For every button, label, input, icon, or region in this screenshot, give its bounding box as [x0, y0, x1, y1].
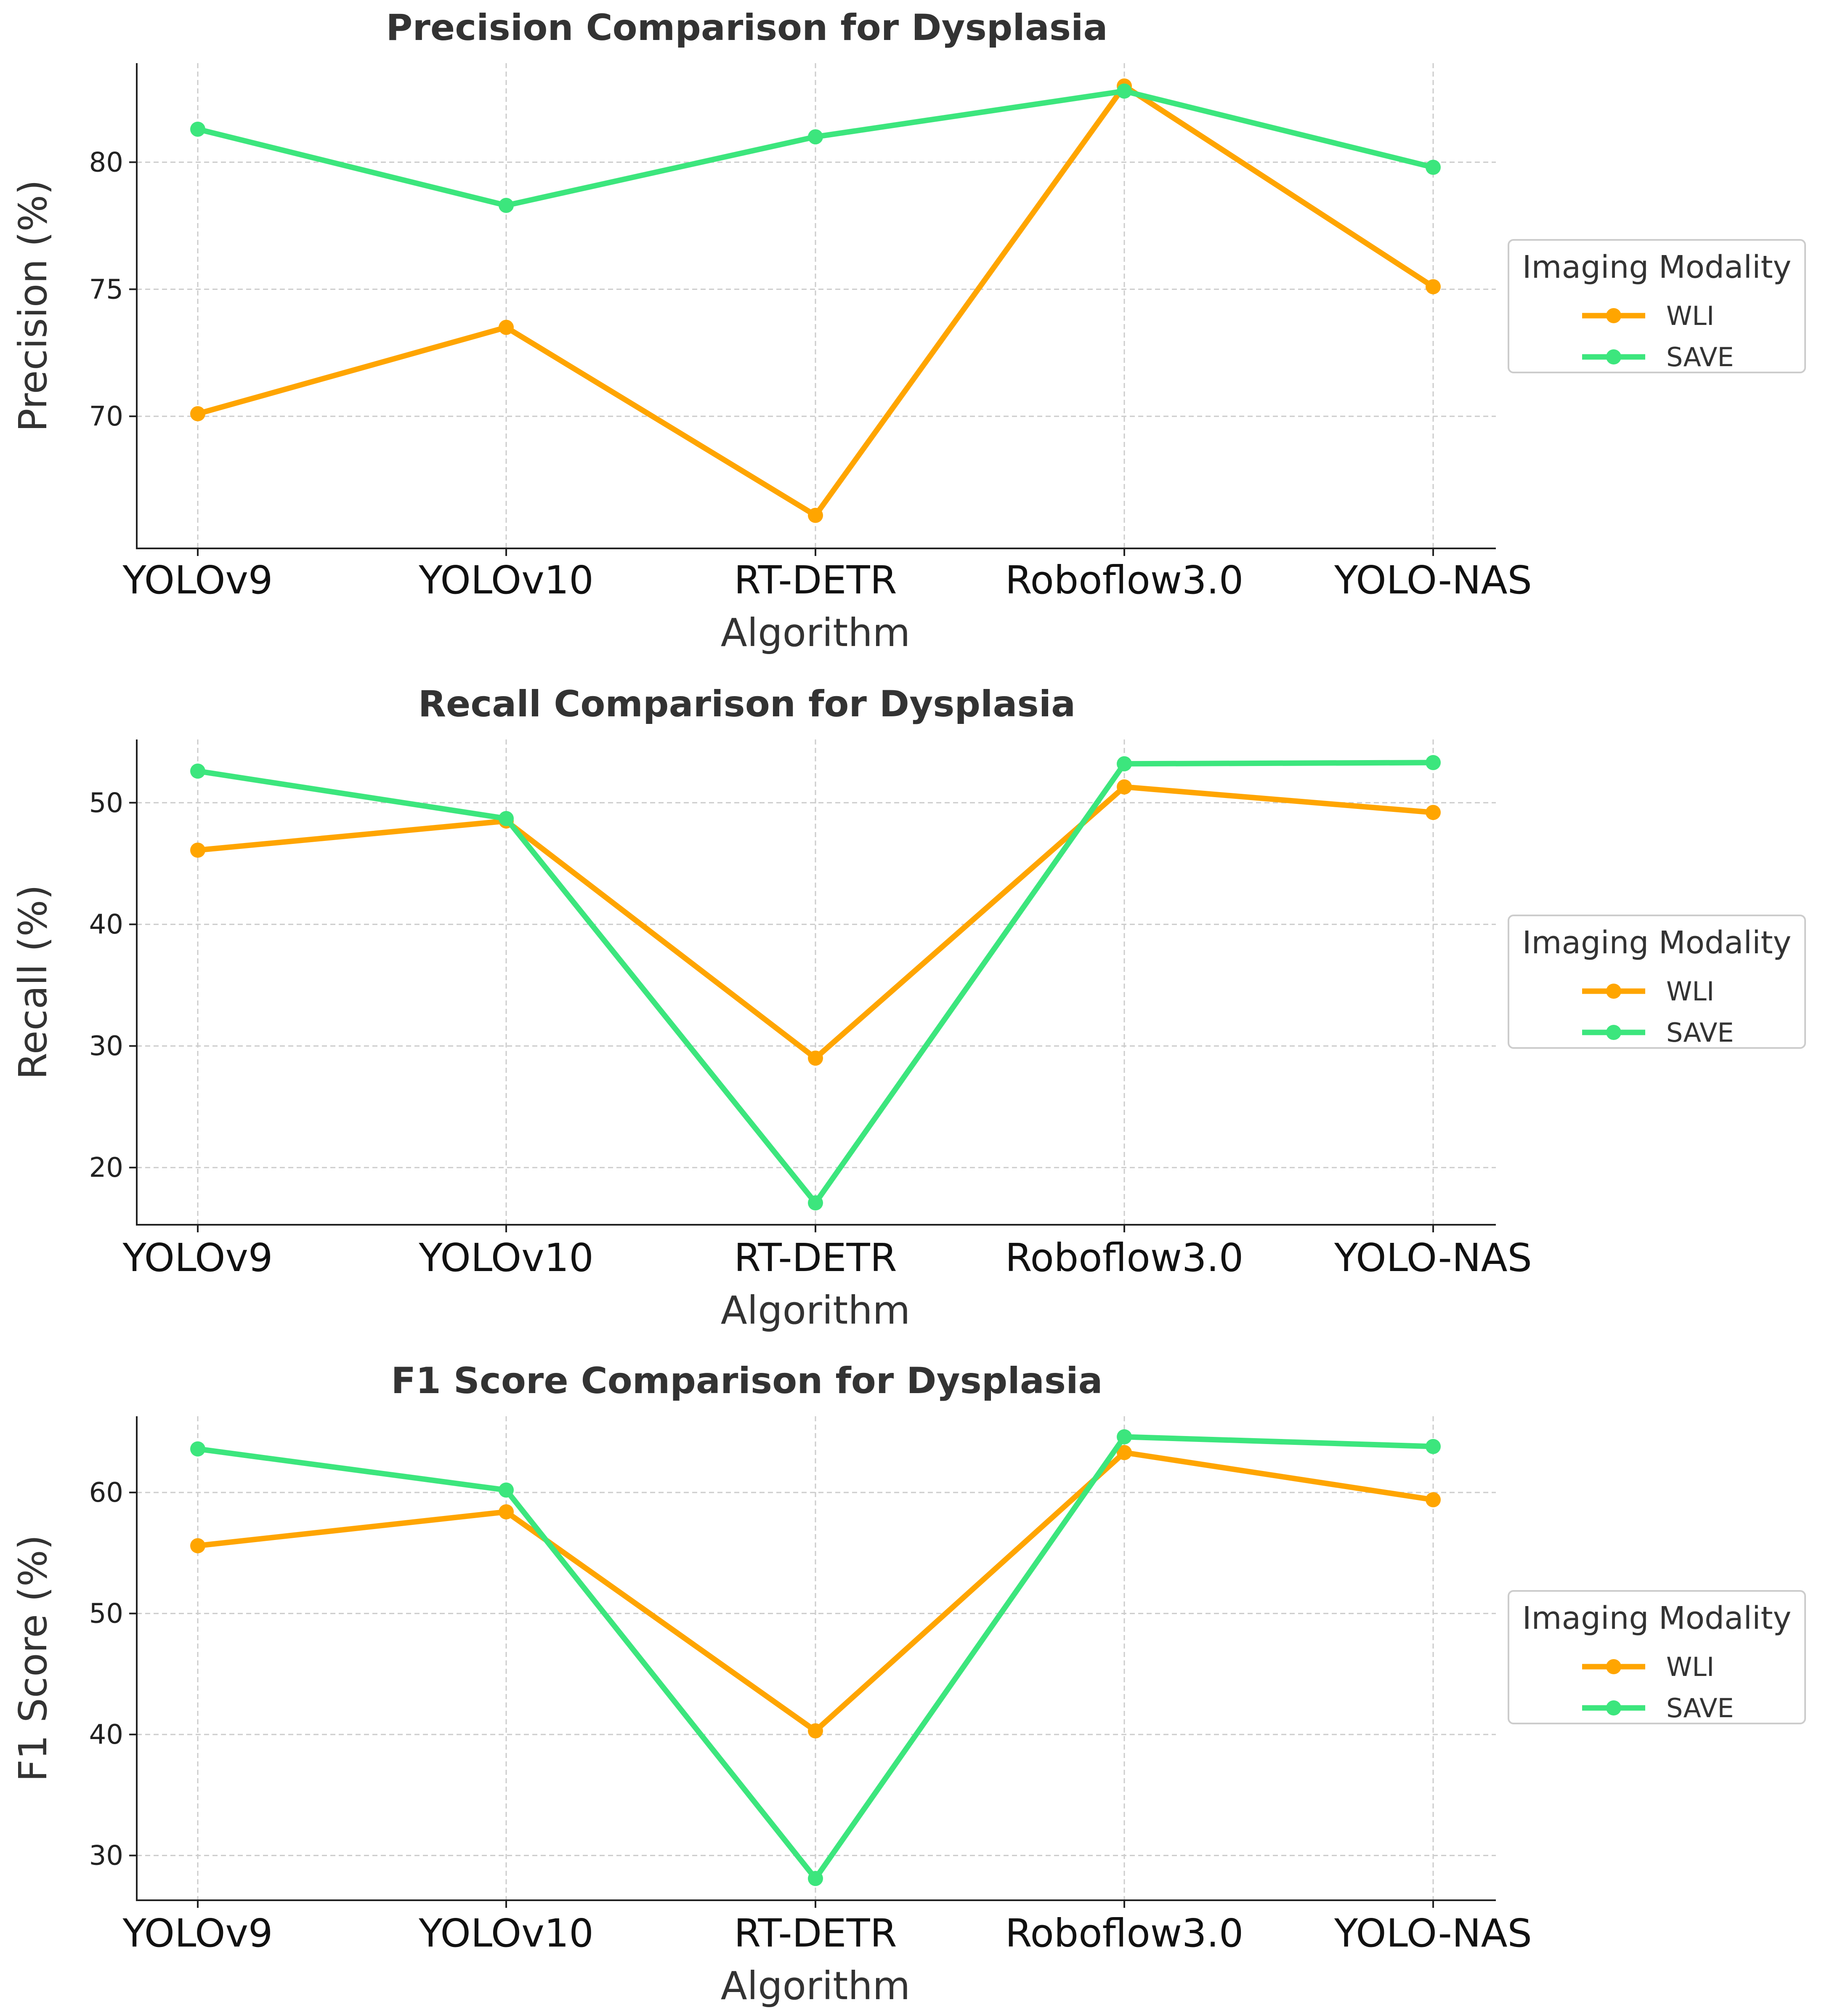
x-axis-label: Algorithm [721, 1288, 911, 1333]
y-tick-label: 30 [89, 1031, 123, 1062]
data-point-save [1117, 83, 1132, 99]
legend-box [1508, 1590, 1806, 1724]
y-tick-label: 50 [89, 787, 123, 819]
data-point-save [190, 121, 205, 137]
x-tick-label: Roboflow3.0 [1005, 1911, 1244, 1956]
data-point-save [1426, 755, 1441, 770]
data-point-wli [190, 1538, 205, 1553]
legend-marker-save [1606, 1700, 1621, 1715]
data-point-save [499, 1482, 514, 1498]
legend-label-save: SAVE [1666, 1693, 1734, 1723]
legend-marker-wli [1606, 984, 1621, 999]
data-point-wli [808, 508, 823, 523]
y-tick-label: 80 [89, 147, 123, 178]
y-axis-label: F1 Score (%) [11, 1535, 56, 1782]
chart-panel-1: Precision Comparison for Dysplasia 70 75 80… [11, 7, 1806, 655]
x-tick-label: YOLO-NAS [1334, 1235, 1532, 1280]
legend-marker-wli [1606, 1659, 1621, 1674]
data-point-save [190, 763, 205, 779]
y-axis-label: Recall (%) [11, 885, 56, 1080]
y-tick-label: 40 [89, 909, 123, 940]
chart-panel-2: Recall Comparison for Dysplasia 20 30 40 50 Y… [11, 683, 1806, 1333]
y-tick-label: 50 [89, 1598, 123, 1630]
x-axis-label: Algorithm [721, 1963, 911, 2008]
legend-marker-wli [1606, 308, 1621, 323]
legend-box [1508, 915, 1806, 1049]
chart-title: Precision Comparison for Dysplasia [386, 7, 1107, 49]
data-point-wli [808, 1051, 823, 1066]
x-tick-label: YOLOv9 [122, 1911, 273, 1956]
data-point-wli [1426, 805, 1441, 820]
x-axis-label: Algorithm [721, 610, 911, 655]
data-point-save [1117, 1429, 1132, 1444]
x-tick-label: YOLO-NAS [1334, 1911, 1532, 1956]
data-point-save [190, 1441, 205, 1457]
y-tick-label: 30 [89, 1840, 123, 1872]
x-tick-label: YOLOv10 [418, 1235, 593, 1280]
data-point-wli [499, 1504, 514, 1520]
legend: Imaging Modality WLI SAVE [1508, 1590, 1806, 1724]
legend-marker-save [1606, 349, 1621, 364]
x-tick-label: RT-DETR [734, 558, 897, 603]
data-point-save [808, 1195, 823, 1210]
legend: Imaging Modality WLI SAVE [1508, 915, 1806, 1049]
legend-title: Imaging Modality [1522, 249, 1792, 285]
legend-label-wli: WLI [1666, 976, 1714, 1007]
legend-marker-save [1606, 1025, 1621, 1040]
data-point-save [1426, 160, 1441, 175]
data-point-wli [1426, 279, 1441, 295]
axis-spines [136, 63, 1496, 549]
axis-spines [136, 1416, 1496, 1901]
legend-label-wli: WLI [1666, 301, 1714, 331]
y-axis-label: Precision (%) [11, 180, 56, 432]
y-tick-label: 40 [89, 1719, 123, 1750]
x-tick-label: YOLOv9 [122, 558, 273, 603]
legend-box [1508, 239, 1806, 373]
data-point-save [808, 129, 823, 145]
data-point-save [1426, 1439, 1441, 1454]
axis-spines [136, 739, 1496, 1226]
y-tick-label: 70 [89, 401, 123, 432]
data-point-save [1117, 756, 1132, 771]
legend-label-save: SAVE [1666, 342, 1734, 372]
chart-panel-3: F1 Score Comparison for Dysplasia 30 40 50 6… [11, 1360, 1806, 2008]
data-point-wli [499, 319, 514, 335]
x-tick-label: RT-DETR [734, 1911, 897, 1956]
data-point-save [499, 811, 514, 826]
legend: Imaging Modality WLI SAVE [1508, 239, 1806, 373]
x-tick-label: RT-DETR [734, 1235, 897, 1280]
legend-title: Imaging Modality [1522, 1600, 1792, 1636]
data-point-wli [1117, 1445, 1132, 1460]
y-tick-label: 60 [89, 1477, 123, 1508]
data-point-wli [1117, 779, 1132, 795]
data-point-save [808, 1871, 823, 1886]
x-tick-label: YOLOv10 [418, 558, 593, 603]
data-point-wli [190, 842, 205, 858]
y-tick-label: 75 [89, 274, 123, 305]
data-point-wli [190, 406, 205, 422]
data-point-save [499, 198, 514, 213]
legend-label-wli: WLI [1666, 1652, 1714, 1682]
chart-title: Recall Comparison for Dysplasia [418, 683, 1075, 725]
x-tick-label: YOLO-NAS [1334, 558, 1532, 603]
legend-label-save: SAVE [1666, 1017, 1734, 1048]
chart-title: F1 Score Comparison for Dysplasia [391, 1360, 1102, 1402]
x-tick-label: Roboflow3.0 [1005, 558, 1244, 603]
x-tick-label: Roboflow3.0 [1005, 1235, 1244, 1280]
y-tick-label: 20 [89, 1152, 123, 1184]
x-tick-label: YOLOv10 [418, 1911, 593, 1956]
data-point-wli [1426, 1492, 1441, 1508]
x-tick-label: YOLOv9 [122, 1235, 273, 1280]
legend-title: Imaging Modality [1522, 925, 1792, 961]
data-point-wli [808, 1723, 823, 1739]
